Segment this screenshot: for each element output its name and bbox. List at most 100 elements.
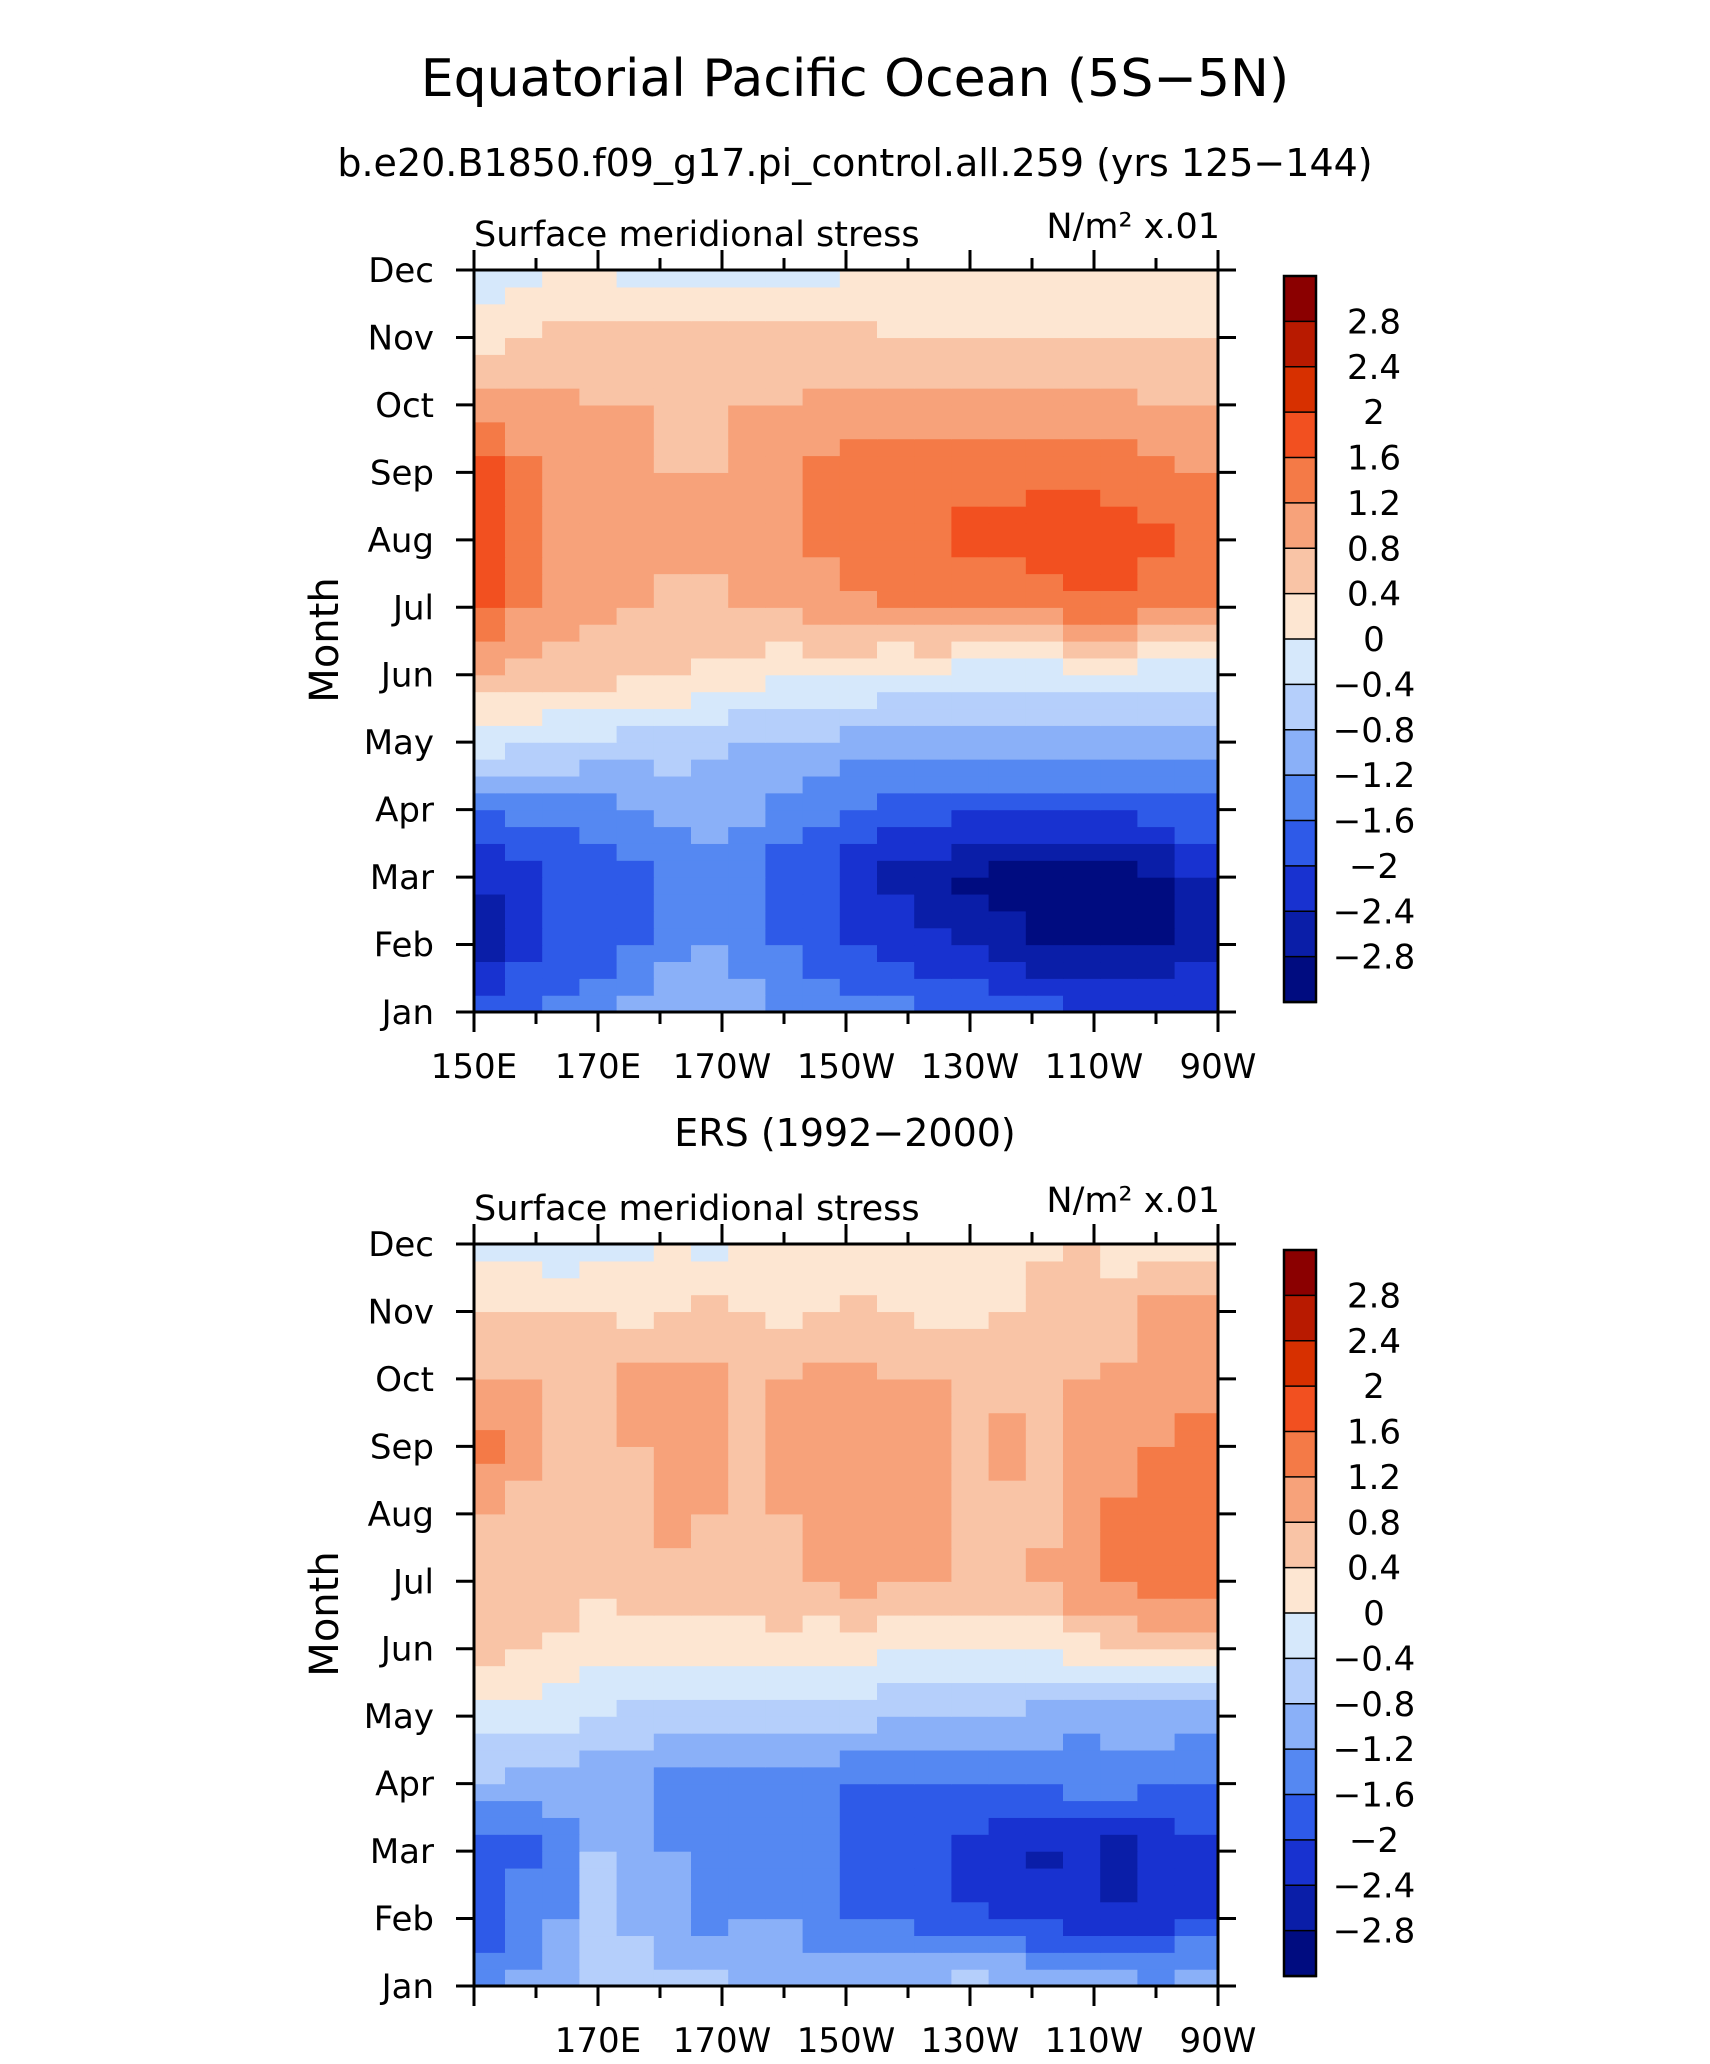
heatmap-cell xyxy=(951,775,990,794)
heatmap-cell xyxy=(1100,1682,1138,1700)
heatmap-cell xyxy=(653,1328,692,1346)
heatmap-cell xyxy=(542,1733,580,1751)
heatmap-cell xyxy=(1174,691,1219,710)
heatmap-cell xyxy=(1063,1412,1101,1431)
heatmap-cell xyxy=(1063,1328,1101,1346)
heatmap-cell xyxy=(1137,1952,1176,1970)
heatmap-cell xyxy=(765,1884,804,1903)
heatmap-cell xyxy=(1174,1884,1219,1903)
heatmap-cell xyxy=(914,657,952,676)
heatmap-cell xyxy=(1025,725,1064,743)
heatmap-cell xyxy=(474,1733,506,1751)
heatmap-cell xyxy=(765,303,804,322)
heatmap-cell xyxy=(951,1345,990,1363)
heatmap-cell xyxy=(877,1952,915,1970)
heatmap-cell xyxy=(579,641,618,659)
heatmap-cell xyxy=(1063,657,1101,676)
heatmap-cell xyxy=(839,404,878,423)
heatmap-cell xyxy=(951,1867,990,1886)
colorbar-frame xyxy=(1282,1248,1318,1978)
y-tick-label: Jan xyxy=(380,993,434,1033)
heatmap-cell xyxy=(839,556,878,575)
heatmap-cell xyxy=(1137,1446,1176,1464)
heatmap-cell xyxy=(988,1513,1027,1532)
heatmap-cell xyxy=(728,1766,766,1785)
heatmap-cell xyxy=(505,320,543,339)
heatmap-cell xyxy=(542,978,580,996)
heatmap-cell xyxy=(839,1884,878,1903)
heatmap-cell xyxy=(616,1749,655,1768)
heatmap-cell xyxy=(579,1328,618,1346)
heatmap-cell xyxy=(1063,1699,1101,1717)
heatmap-cell xyxy=(877,1800,915,1818)
heatmap-cell xyxy=(579,1682,618,1700)
heatmap-cell xyxy=(988,1260,1027,1279)
heatmap-cell xyxy=(951,1598,990,1616)
heatmap-cell xyxy=(616,1952,655,1970)
heatmap-cell xyxy=(914,455,952,473)
heatmap-cell xyxy=(616,1412,655,1431)
heatmap-cell xyxy=(765,455,804,473)
heatmap-cell xyxy=(1063,1631,1101,1650)
colorbar-swatch xyxy=(1283,683,1317,732)
heatmap-cell xyxy=(505,1699,543,1717)
heatmap-cell xyxy=(728,691,766,710)
heatmap-cell xyxy=(616,1699,655,1717)
heatmap-cell xyxy=(1137,860,1176,878)
heatmap-cell xyxy=(1063,910,1101,929)
heatmap-cell xyxy=(691,1260,729,1279)
heatmap-cell xyxy=(728,1260,766,1279)
colorbar-swatch xyxy=(1283,1294,1317,1343)
heatmap-cell xyxy=(505,1429,543,1447)
heatmap-cell xyxy=(765,1969,804,1987)
heatmap-cell xyxy=(616,1311,655,1329)
heatmap-cell xyxy=(1137,927,1176,946)
heatmap-cell xyxy=(914,371,952,389)
heatmap-cell xyxy=(988,860,1027,878)
heatmap-cell xyxy=(839,995,878,1013)
heatmap-cell xyxy=(542,1648,580,1667)
heatmap-cell xyxy=(691,1800,729,1818)
units-label: N/m² x.01 xyxy=(1046,207,1220,247)
heatmap-cell xyxy=(1137,1547,1176,1566)
heatmap-cell xyxy=(653,961,692,979)
heatmap-cell xyxy=(914,1378,952,1397)
heatmap-cell xyxy=(802,421,841,440)
figure-title: Equatorial Pacific Ocean (5S−5N) xyxy=(421,49,1289,109)
colorbar-swatch xyxy=(1283,774,1317,822)
heatmap-cell xyxy=(877,877,915,895)
heatmap-cell xyxy=(691,1615,729,1633)
heatmap-cell xyxy=(653,860,692,878)
heatmap-cell xyxy=(579,1294,618,1313)
heatmap-cell xyxy=(728,657,766,676)
heatmap-cell xyxy=(616,860,655,878)
heatmap-cell xyxy=(802,1749,841,1768)
heatmap-cell xyxy=(765,910,804,929)
heatmap-cell xyxy=(505,1918,543,1937)
heatmap-cell xyxy=(616,1547,655,1566)
heatmap-cell xyxy=(802,1581,841,1599)
heatmap-cell xyxy=(1025,1733,1064,1751)
heatmap-cell xyxy=(505,910,543,929)
heatmap-cell xyxy=(877,1598,915,1616)
heatmap-cell xyxy=(765,1412,804,1431)
heatmap-cell xyxy=(877,1294,915,1313)
heatmap-cell xyxy=(765,506,804,524)
heatmap-cell xyxy=(616,877,655,895)
heatmap-cell xyxy=(839,1362,878,1380)
heatmap-cell xyxy=(1174,1362,1219,1380)
heatmap-cell xyxy=(505,1496,543,1515)
heatmap-cell xyxy=(579,320,618,339)
heatmap-cell xyxy=(691,354,729,372)
heatmap-cell xyxy=(988,809,1027,828)
heatmap-cell xyxy=(542,1716,580,1734)
heatmap-cell xyxy=(728,1362,766,1380)
heatmap-cell xyxy=(1063,1294,1101,1313)
heatmap-cell xyxy=(951,1362,990,1380)
heatmap-cell xyxy=(474,1935,506,1953)
heatmap-cell xyxy=(1174,978,1219,996)
heatmap-cell xyxy=(951,1277,990,1296)
heatmap-cell xyxy=(474,843,506,861)
heatmap-cell xyxy=(839,691,878,710)
heatmap-cell xyxy=(988,1598,1027,1616)
